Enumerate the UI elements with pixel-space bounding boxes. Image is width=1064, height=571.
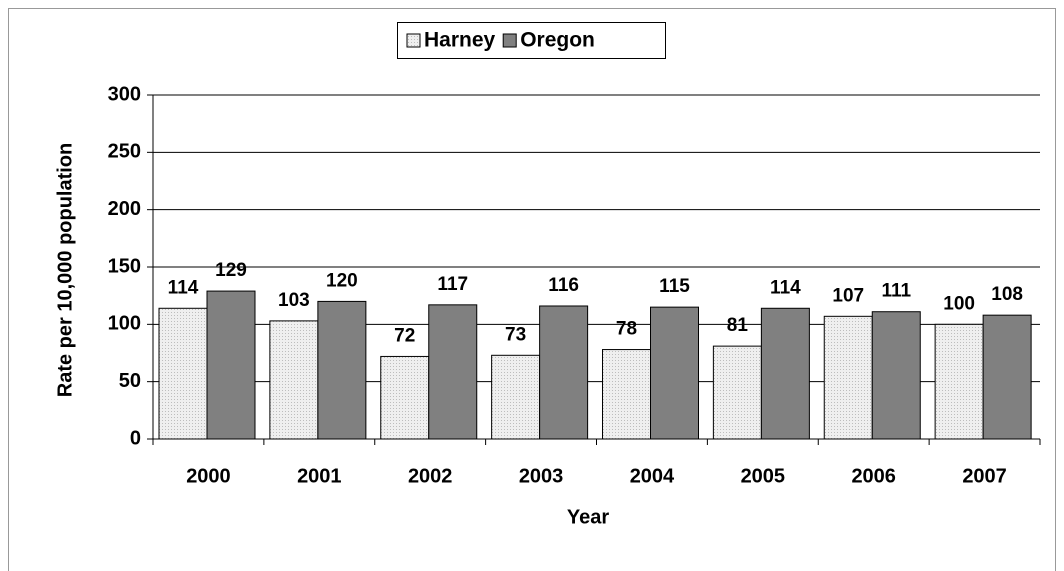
y-tick-label: 250	[108, 141, 141, 163]
value-label: 116	[548, 275, 579, 296]
legend-swatch	[502, 33, 517, 48]
x-tick-label: 2007	[962, 465, 1007, 487]
x-tick-label: 2004	[630, 465, 675, 487]
bar	[269, 320, 319, 440]
bar	[380, 355, 430, 440]
y-tick-label: 200	[108, 198, 141, 220]
value-label: 129	[215, 260, 247, 281]
value-label: 100	[943, 293, 975, 314]
legend-label: Oregon	[520, 29, 595, 52]
y-tick-label: 100	[108, 313, 141, 335]
bar	[823, 315, 873, 440]
value-label: 120	[326, 270, 358, 291]
value-label: 115	[659, 276, 690, 297]
value-label: 81	[727, 315, 749, 336]
bar	[158, 307, 208, 440]
bar	[539, 305, 589, 440]
x-axis-title: Year	[567, 506, 609, 528]
bar	[934, 323, 984, 440]
bar	[982, 314, 1032, 440]
value-label: 73	[505, 324, 526, 345]
x-tick-label: 2005	[741, 465, 786, 487]
value-label: 114	[168, 277, 199, 298]
y-tick-label: 0	[130, 427, 141, 449]
x-tick-label: 2003	[519, 465, 564, 487]
bar	[602, 349, 651, 440]
bar	[712, 345, 762, 440]
bar	[428, 304, 478, 440]
y-axis-title: Rate per 10,000 population	[54, 143, 76, 398]
bar	[871, 311, 921, 440]
legend-label: Harney	[424, 29, 496, 52]
value-label: 72	[394, 325, 415, 346]
y-tick-label: 150	[108, 255, 141, 277]
value-label: 111	[881, 281, 911, 302]
value-label: 103	[278, 290, 310, 311]
value-label: 117	[437, 274, 468, 295]
bar	[760, 307, 810, 440]
bar	[491, 354, 541, 440]
y-tick-label: 50	[119, 370, 141, 392]
legend-box	[397, 22, 666, 59]
bar	[317, 300, 367, 440]
value-label: 108	[991, 284, 1023, 305]
value-label: 78	[616, 319, 637, 340]
x-tick-label: 2001	[297, 465, 342, 487]
legend-swatch	[406, 33, 421, 48]
x-tick-label: 2000	[186, 465, 231, 487]
value-label: 114	[770, 277, 801, 298]
legend: Harney Oregon	[397, 22, 666, 59]
bar	[650, 306, 699, 440]
bar	[206, 290, 256, 440]
frame	[8, 8, 1056, 571]
x-tick-label: 2002	[408, 465, 453, 487]
y-tick-label: 300	[108, 83, 141, 105]
value-label: 107	[832, 285, 864, 306]
x-tick-label: 2006	[851, 465, 896, 487]
